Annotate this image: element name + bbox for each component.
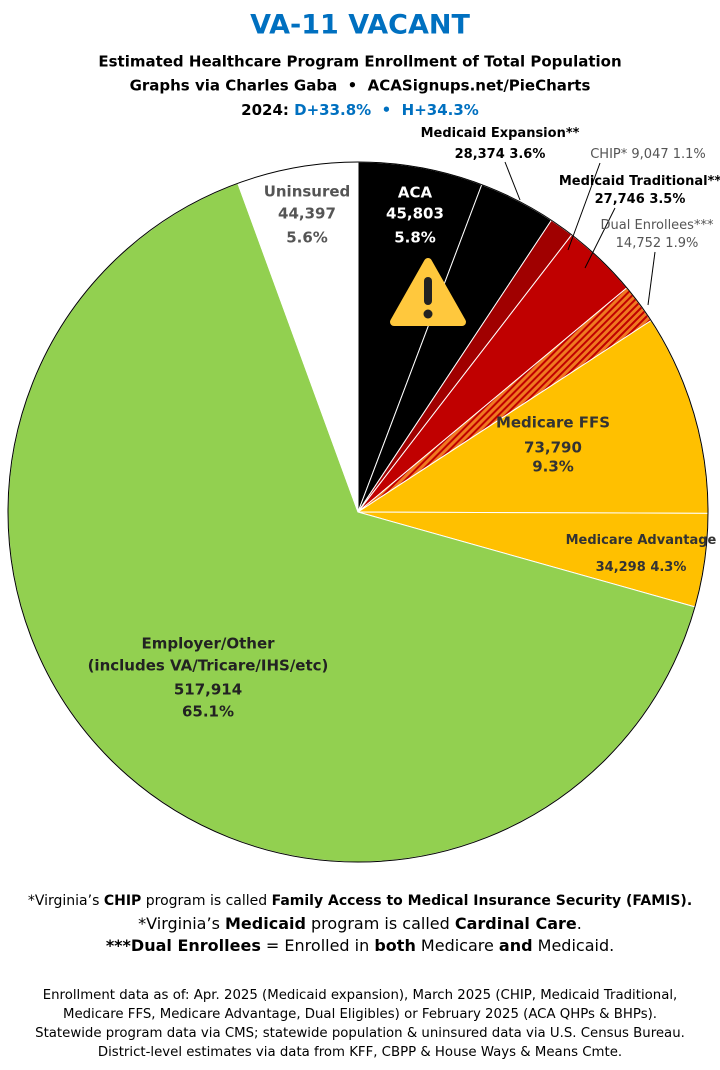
slice-label-row: 34,298 4.3%: [596, 560, 687, 575]
warning-icon: [390, 258, 466, 326]
fn-text: = Enrolled in: [260, 936, 375, 955]
source-line: District-level estimates via data from K…: [97, 1045, 623, 1060]
percent-label: 1.9%: [665, 236, 698, 251]
percent-label: 5.8%: [394, 229, 436, 247]
slice-label-row: Dual Enrollees***: [601, 218, 714, 233]
percent-label: 4.3%: [650, 560, 686, 575]
slice-label: Medicaid Expansion**: [421, 126, 580, 141]
footnote: ***Dual Enrollees = Enrolled in both Med…: [0, 936, 720, 955]
fn-text: *Virginia’s: [27, 893, 104, 909]
footnote: *Virginia’s CHIP program is called Famil…: [0, 893, 720, 909]
fn-text: Family Access to Medical Insurance Secur…: [271, 893, 622, 909]
leader-line: [504, 161, 521, 201]
slice-label: CHIP*: [590, 147, 628, 162]
subtitle: Estimated Healthcare Program Enrollment …: [98, 53, 621, 71]
slice-label: Uninsured: [264, 183, 351, 201]
footnote: *Virginia’s Medicaid program is called C…: [0, 914, 720, 933]
lean-values: D+33.8% • H+34.3%: [294, 101, 479, 119]
fn-text: ***Dual Enrollees: [105, 936, 261, 955]
chart: VA-11 VACANT Estimated Healthcare Progra…: [7, 10, 720, 863]
fn-text: .: [576, 914, 582, 933]
source-line: Medicare FFS, Medicare Advantage, Dual E…: [62, 1007, 658, 1022]
percent-label: 65.1%: [182, 703, 234, 721]
fn-text: CHIP: [103, 893, 142, 909]
fn-text: Medicaid: [225, 914, 306, 933]
value-label: 45,803: [386, 205, 444, 223]
lean-label: 2024:: [241, 101, 294, 119]
source-notes: Enrollment data as of: Apr. 2025 (Medica…: [0, 986, 720, 1062]
lean: 2024: D+33.8% • H+34.3%: [241, 101, 479, 119]
fn-text: both: [374, 936, 416, 955]
fn-text: program is called: [141, 893, 272, 909]
fn-text: *Virginia’s: [138, 914, 225, 933]
percent-label: 1.1%: [673, 147, 706, 162]
slice-label: Medicare Advantage: [566, 533, 717, 548]
fn-text: and: [498, 936, 533, 955]
source-line: Enrollment data as of: Apr. 2025 (Medica…: [42, 988, 678, 1003]
value-label: 28,374: [455, 147, 505, 162]
value-label: 73,790: [524, 439, 582, 457]
value-label: 27,746: [595, 192, 645, 207]
slice-label-row: Medicaid Expansion**: [421, 126, 580, 141]
fn-text: Medicare: [415, 936, 499, 955]
slice-label: Employer/Other: [141, 635, 275, 653]
fn-text: program is called: [305, 914, 455, 933]
value-label: 9,047: [631, 147, 668, 162]
leader-line: [584, 207, 616, 269]
value-label: 14,752: [616, 236, 662, 251]
value-label: 34,298: [596, 560, 646, 575]
slice-label-row: 27,746 3.5%: [595, 192, 686, 207]
slice-label: Dual Enrollees***: [601, 218, 714, 233]
source-line: Statewide program data via CMS; statewid…: [35, 1026, 685, 1041]
leader-line: [647, 251, 656, 306]
fn-text: (FAMIS).: [621, 893, 693, 909]
fn-text: Medicaid.: [532, 936, 615, 955]
leader-line: [567, 162, 601, 251]
subtitle: Graphs via Charles Gaba • ACASignups.net…: [130, 77, 591, 95]
value-label: 44,397: [278, 205, 336, 223]
slice-label: Medicare FFS: [496, 414, 610, 432]
percent-label: 9.3%: [532, 458, 574, 476]
slice-label-row: Medicaid Traditional**: [559, 174, 720, 189]
slice-label: Medicaid Traditional**: [559, 174, 720, 189]
slice-label-row: CHIP* 9,047 1.1%: [590, 147, 706, 162]
slice-label: ACA: [398, 184, 433, 202]
percent-label: 3.6%: [509, 147, 545, 162]
percent-label: 5.6%: [286, 229, 328, 247]
percent-label: 3.5%: [649, 192, 685, 207]
slice-note: (includes VA/Tricare/IHS/etc): [88, 657, 329, 675]
value-label: 517,914: [174, 681, 242, 699]
pie-outline: [7, 161, 709, 863]
slice-label-row: Medicare Advantage: [566, 533, 717, 548]
slice-label-row: 14,752 1.9%: [616, 236, 699, 251]
chart-title: VA-11 VACANT: [250, 10, 470, 41]
slice-label-row: 28,374 3.6%: [455, 147, 546, 162]
fn-text: Cardinal Care: [454, 914, 577, 933]
